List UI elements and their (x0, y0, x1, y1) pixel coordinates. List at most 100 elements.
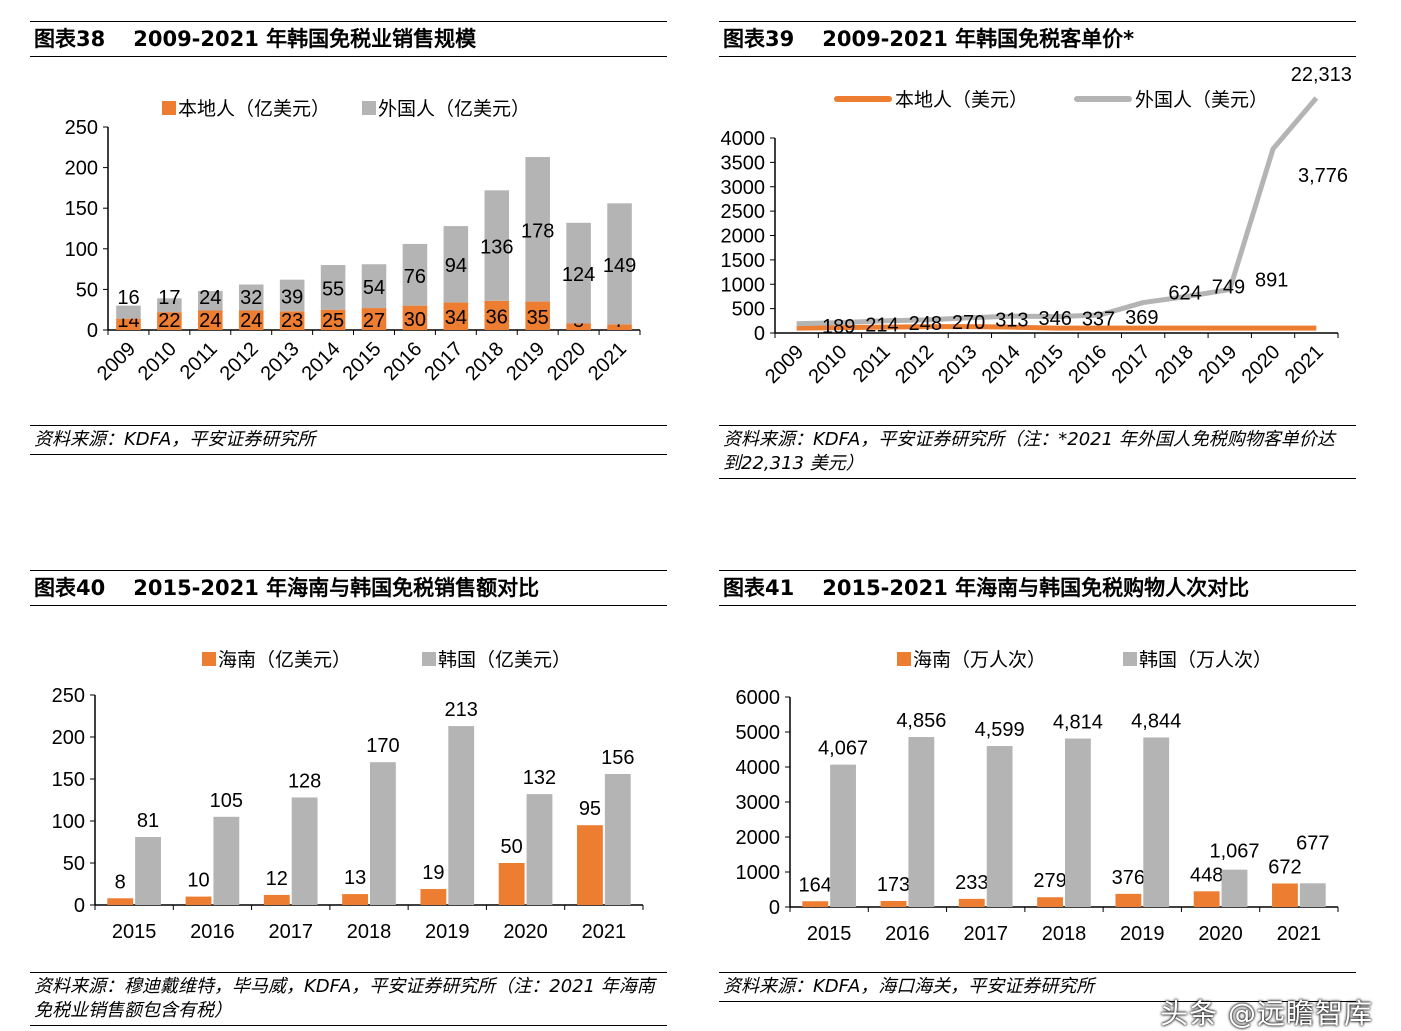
y-tick-label: 200 (65, 158, 98, 180)
bar-segment (525, 157, 550, 302)
bar-segment (320, 309, 346, 330)
data-label: 22 (158, 310, 180, 332)
bar (577, 825, 603, 905)
bar-segment (566, 323, 591, 330)
data-label: 4,856 (896, 710, 946, 732)
y-tick-label: 2000 (736, 827, 781, 849)
y-tick-label: 100 (52, 811, 85, 833)
x-tick-label: 2016 (1064, 341, 1111, 388)
x-tick-label: 2017 (1108, 341, 1155, 388)
series-line (796, 324, 1317, 331)
data-label: 95 (579, 798, 601, 820)
x-tick-label: 2015 (339, 338, 386, 385)
bar (370, 762, 396, 905)
x-tick-label: 2019 (1120, 923, 1165, 945)
data-label: 214 (865, 315, 898, 337)
x-tick-label: 2015 (1021, 341, 1068, 388)
figure-source: 资料来源：穆迪戴维特，毕马威，KDFA，平安证券研究所（注：2021 年海南免税… (30, 972, 667, 1026)
chart-40: 海南（亿美元） 韩国（亿美元） 0 50 100 150 200 250 2015 2016 201… (52, 649, 644, 943)
bar (420, 889, 447, 905)
x-tick-label: 2012 (216, 338, 263, 385)
data-label: 376 (1112, 867, 1145, 889)
bar (908, 737, 935, 907)
panel-chart-39: 图表39 2009-2021 年韩国免税客单价* 本地人（美元） 外国人（美元） 0 5… (719, 21, 1356, 481)
bar (342, 894, 368, 905)
x-tick-label: 2018 (461, 338, 508, 385)
figure-title: 图表40 2015-2021 年海南与韩国免税销售额对比 (30, 570, 667, 606)
data-label: 23 (281, 310, 303, 332)
y-tick-label: 0 (74, 895, 85, 917)
bar-segment (484, 300, 510, 330)
bar-segment (607, 203, 632, 325)
panel-chart-40: 图表40 2015-2021 年海南与韩国免税销售额对比 海南（亿美元） 韩国（亿美… (30, 570, 667, 1030)
x-tick-label: 2014 (978, 341, 1025, 388)
x-tick-label: 2010 (134, 338, 181, 385)
panel-chart-38: 图表38 2009-2021 年韩国免税业销售规模 本地人（亿美元） 外国人（亿美元… (30, 21, 667, 461)
x-tick-label: 2021 (1277, 923, 1322, 945)
legend-label: 韩国（亿美元） (438, 649, 571, 671)
x-tick-label: 2009 (93, 338, 140, 385)
x-tick-label: 2020 (1198, 923, 1243, 945)
data-label: 55 (322, 278, 344, 300)
y-tick-label: 4000 (736, 757, 781, 779)
data-label: 76 (404, 266, 426, 288)
data-label: 369 (1125, 307, 1158, 329)
y-tick-label: 250 (65, 117, 98, 139)
y-tick-label: 6000 (736, 687, 781, 709)
x-tick-label: 2018 (1042, 923, 1087, 945)
data-label: 448 (1190, 864, 1223, 886)
x-tick-label: 2016 (190, 921, 235, 943)
y-tick-label: 2500 (721, 201, 766, 223)
data-label: 136 (480, 237, 513, 259)
data-label: 35 (527, 307, 549, 329)
bar (263, 894, 290, 905)
data-label: 4,067 (818, 738, 868, 760)
watermark: 头条 @远瞻智库 (1160, 997, 1373, 1030)
x-tick-label: 2017 (963, 923, 1008, 945)
bar (880, 900, 907, 907)
bar (448, 726, 475, 905)
bar (107, 898, 134, 905)
x-tick-label: 2016 (379, 338, 426, 385)
bar (526, 794, 553, 905)
bar-segment (198, 291, 223, 311)
bar (1143, 737, 1170, 907)
x-tick-label: 2011 (849, 341, 895, 387)
bar-segment (320, 265, 346, 310)
data-label: 173 (877, 874, 910, 896)
y-tick-label: 50 (76, 279, 98, 301)
x-tick-label: 2009 (761, 341, 808, 388)
data-label: 10 (187, 870, 209, 892)
data-label: 22,313 (1291, 64, 1352, 86)
y-tick-label: 3500 (721, 152, 766, 174)
y-tick-label: 3000 (736, 792, 781, 814)
legend-label: 海南（亿美元） (218, 649, 351, 671)
data-label: 248 (909, 313, 942, 335)
x-tick-label: 2015 (807, 923, 852, 945)
y-tick-label: 500 (732, 299, 765, 321)
data-label: 16 (117, 287, 139, 309)
data-label: 213 (445, 699, 478, 721)
y-tick-label: 200 (52, 727, 85, 749)
data-label: 34 (445, 307, 467, 329)
legend-swatch (202, 652, 216, 666)
bar-segment (116, 318, 141, 330)
legend-swatch (1123, 652, 1137, 666)
y-tick-label: 1500 (721, 250, 766, 272)
legend-label: 海南（万人次） (913, 649, 1046, 671)
x-tick-label: 2019 (1194, 341, 1241, 388)
bar (185, 896, 212, 905)
y-tick-label: 100 (65, 239, 98, 261)
bar-segment (443, 302, 469, 330)
x-tick-label: 2019 (425, 921, 470, 943)
data-label: 24 (199, 287, 221, 309)
bar (1221, 869, 1248, 907)
x-tick-label: 2016 (885, 923, 930, 945)
data-label: 24 (240, 310, 262, 332)
bar-segment (402, 305, 428, 330)
bar-segment (402, 243, 428, 306)
bar-segment (566, 222, 591, 324)
data-label: 749 (1212, 276, 1245, 298)
bar-segment (157, 298, 182, 313)
